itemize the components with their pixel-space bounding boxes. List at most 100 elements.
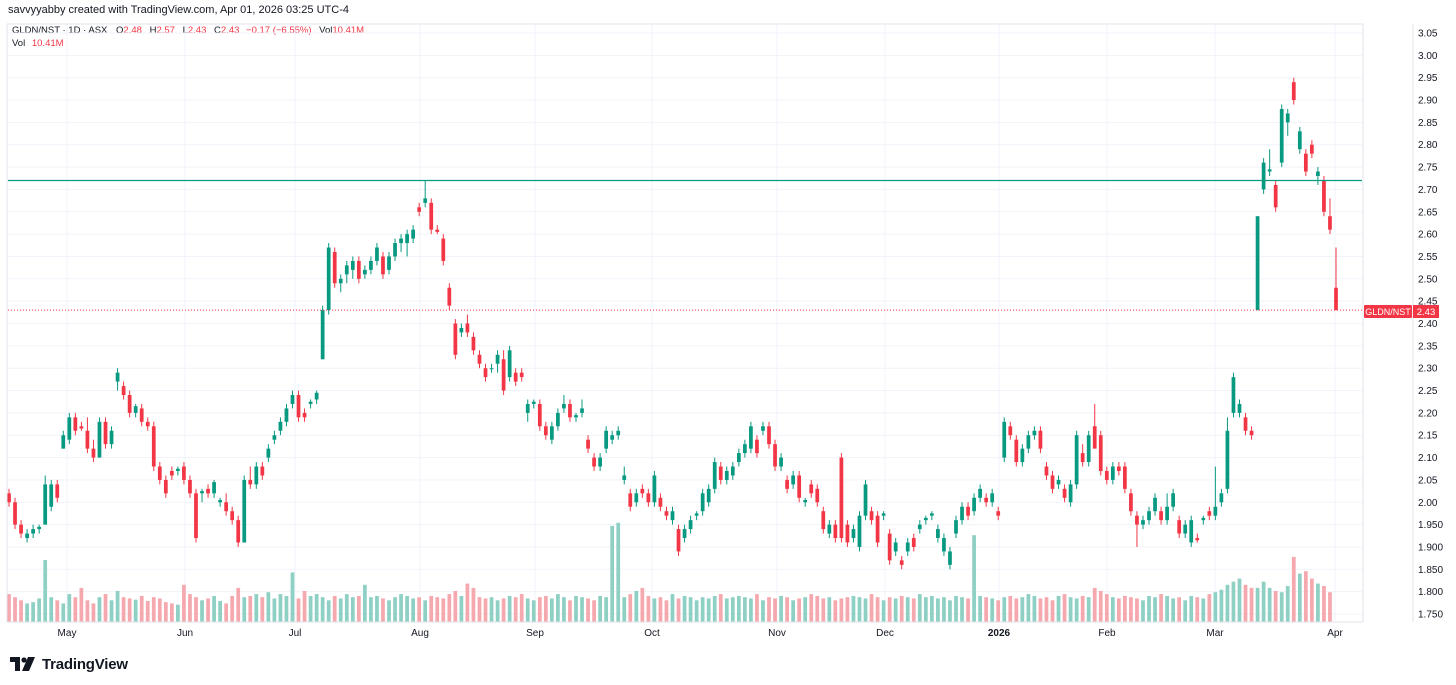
candle-body [1249, 430, 1254, 436]
volume-bar [531, 600, 536, 622]
candle [1153, 493, 1157, 516]
volume-bar [1141, 600, 1145, 622]
candle [1123, 462, 1127, 494]
candle [405, 229, 409, 257]
candlestick-chart[interactable]: 3.05 3.00 2.95 2.90 2.85 2.80 2.75 2.70 2.65 2.60… [0, 0, 1456, 650]
candle [833, 520, 838, 543]
y-tick-label: 2.90 [1418, 96, 1438, 107]
candle-body [284, 408, 289, 422]
candle [1189, 515, 1194, 547]
candle-body [929, 513, 934, 516]
volume-bar [730, 597, 735, 622]
candle-body [622, 475, 627, 480]
candle-body [905, 542, 910, 552]
candle-body [127, 395, 132, 413]
volume-bar [1255, 587, 1260, 622]
candle-body [1044, 466, 1049, 476]
candle [85, 417, 90, 454]
candle [43, 475, 48, 525]
volume-bar [212, 595, 216, 622]
candle-body [399, 238, 403, 244]
candle-body [200, 491, 204, 494]
tradingview-logo[interactable]: TradingView [10, 652, 128, 676]
volume-bar [592, 600, 596, 622]
volume-bar [1116, 598, 1121, 622]
candle-body [1255, 216, 1260, 311]
price-axis[interactable]: 3.05 3.00 2.95 2.90 2.85 2.80 2.75 2.70 2.65 2.60… [1418, 29, 1443, 621]
volume-bar [917, 594, 922, 622]
candle-body [230, 511, 235, 521]
volume-bar [556, 594, 560, 622]
candle-body [169, 470, 174, 476]
volume-bar [887, 597, 892, 622]
candle-body [761, 426, 765, 431]
candle [350, 256, 355, 279]
candle [151, 421, 156, 471]
candle-body [1303, 153, 1308, 172]
volume-bar [1225, 584, 1230, 622]
candle [236, 515, 241, 547]
volume-bar [381, 598, 385, 622]
volume-bar [344, 594, 349, 622]
candle [55, 479, 60, 503]
candle-body [157, 466, 162, 480]
candle [839, 453, 844, 543]
candle [610, 430, 615, 445]
candle [761, 421, 765, 436]
volume-bar [465, 583, 470, 622]
volume-bar [598, 595, 602, 622]
volume-bar [1104, 594, 1109, 622]
volume-legend: Vol 10.41M [12, 38, 64, 49]
volume-bar [1129, 597, 1133, 622]
volume-bar [1213, 592, 1218, 622]
time-axis[interactable]: May Jun Jul Aug Sep Oct Nov Dec 2026 Feb Mar Apr [58, 628, 1344, 639]
candle [176, 466, 180, 476]
x-tick-label: Mar [1206, 628, 1224, 639]
candle-body [393, 243, 397, 257]
candle [755, 435, 759, 458]
candle-body [610, 435, 615, 440]
volume-bar [133, 599, 138, 622]
candle [688, 515, 693, 534]
volume-bar [91, 603, 96, 622]
volume-bar [1171, 598, 1176, 622]
candle-body [242, 479, 247, 543]
candle-body [592, 457, 596, 467]
candle [1050, 470, 1055, 494]
volume-bar [899, 595, 904, 622]
volume-bar [1080, 595, 1085, 622]
volume-bar [670, 594, 675, 622]
volume-bar [616, 522, 621, 622]
y-tick-label: 2.45 [1418, 297, 1438, 308]
volume-bar [966, 598, 970, 622]
candle-body [314, 392, 319, 400]
volume-bar [761, 600, 765, 622]
candle [272, 430, 277, 445]
candle-body [881, 513, 886, 516]
volume-bar [736, 595, 741, 622]
candle-body [893, 542, 898, 552]
candle-body [646, 493, 651, 503]
candle [1008, 421, 1013, 440]
candle-body [543, 426, 548, 436]
volume-bar [1249, 587, 1254, 622]
volume-bar [182, 584, 186, 622]
volume-bar [676, 598, 681, 622]
volume-bar [954, 595, 958, 622]
candle-body [206, 488, 210, 494]
candle [1177, 515, 1182, 539]
candle [1213, 466, 1218, 521]
candle-body [31, 529, 35, 534]
candle-body [791, 475, 796, 485]
volume-bar [972, 535, 976, 622]
volume-bar [634, 591, 639, 622]
candle [905, 538, 910, 556]
volume-bar [845, 597, 850, 622]
volume-bar [1303, 571, 1308, 622]
candle-body [489, 368, 494, 370]
y-tick-label: 2.55 [1418, 252, 1438, 263]
tradingview-brand: TradingView [42, 655, 128, 673]
candle-body [115, 372, 120, 382]
candle-body [821, 511, 826, 530]
candle-body [332, 251, 337, 284]
